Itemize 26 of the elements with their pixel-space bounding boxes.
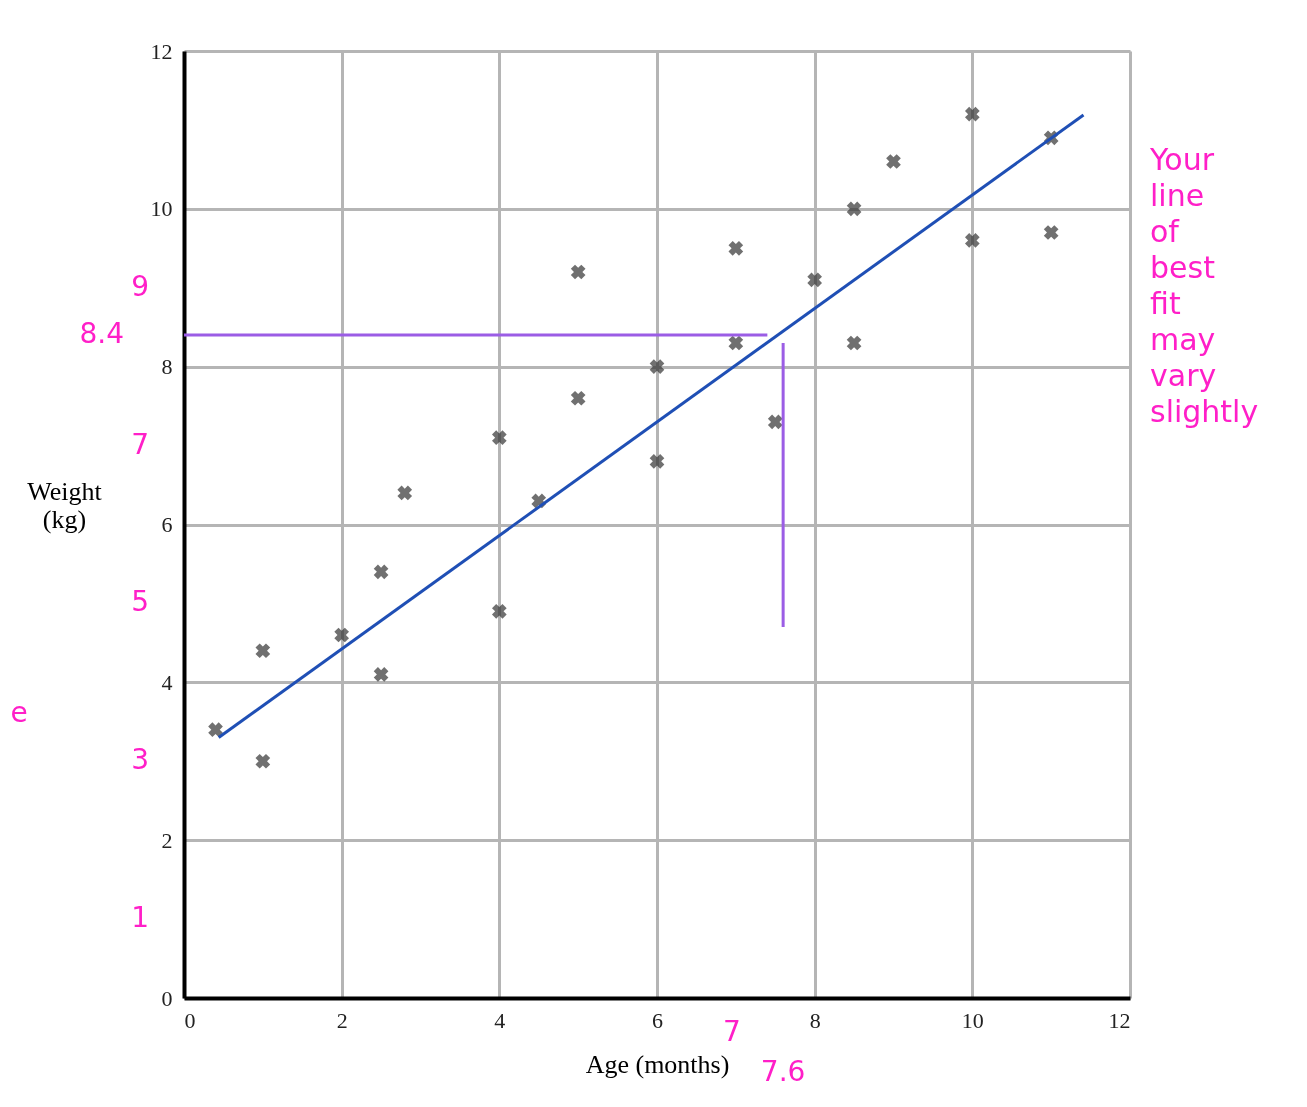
text: e — [10, 695, 28, 729]
text: 7 — [131, 427, 149, 461]
text: 7 — [722, 1015, 741, 1048]
y-axis-title: Weight (kg) — [27, 477, 103, 534]
text: 3 — [131, 743, 149, 777]
y-tick-label: 6 — [161, 512, 173, 537]
y-tick-label: 8 — [161, 354, 173, 380]
y-tick-label: 10 — [150, 196, 173, 222]
text: 7.6 — [760, 1055, 806, 1088]
x-tick-label: 2 — [336, 1007, 348, 1033]
x-tick-label: 12 — [1108, 1007, 1131, 1033]
text: Your line of best fit may vary slightly — [1149, 142, 1259, 429]
text: 1 — [131, 901, 149, 935]
y-tick-label: 4 — [161, 669, 173, 695]
y-tick-label: 2 — [161, 827, 173, 853]
x-tick-label: 0 — [184, 1007, 196, 1033]
x-tick-label: 10 — [961, 1007, 984, 1033]
y-tick-label: 12 — [150, 38, 173, 64]
annotation: 8.4 — [79, 317, 124, 351]
text: 5 — [131, 585, 149, 619]
x-tick-label: 4 — [494, 1007, 506, 1033]
x-axis-title: Age (months) — [585, 1049, 730, 1079]
x-tick-label: 6 — [652, 1007, 663, 1033]
x-tick-label: 8 — [809, 1007, 821, 1033]
y-tick-label: 0 — [161, 985, 173, 1011]
text: 9 — [131, 269, 149, 303]
